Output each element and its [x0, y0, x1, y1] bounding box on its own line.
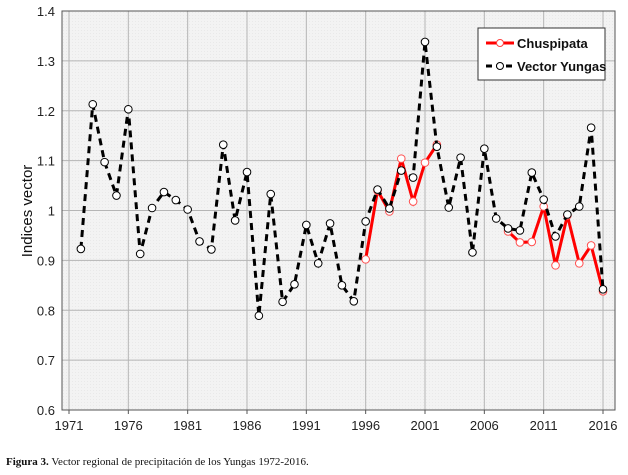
data-point-vector-yungas — [396, 166, 406, 175]
data-point-vector-yungas — [586, 123, 596, 133]
data-point-vector-yungas — [408, 173, 418, 182]
x-tick-label: 1996 — [351, 418, 380, 433]
y-tick-label: 1.1 — [37, 154, 55, 169]
data-point-vector-yungas — [468, 248, 477, 257]
legend-marker-vector-yungas — [496, 62, 504, 70]
data-point-vector-yungas — [207, 245, 216, 254]
data-point-vector-yungas — [349, 296, 359, 306]
data-point-vector-yungas — [266, 189, 276, 199]
data-point-chuspipata — [396, 154, 406, 163]
y-tick-label: 1.3 — [37, 54, 55, 69]
data-point-vector-yungas — [480, 144, 489, 153]
data-point-vector-yungas — [183, 205, 192, 214]
x-tick-label: 1981 — [173, 418, 202, 433]
data-point-vector-yungas — [373, 185, 382, 194]
data-point-vector-yungas — [230, 216, 240, 225]
x-tick-label: 1971 — [55, 418, 84, 433]
x-axis: 1971 1976 1981 1986 1991 1996 2001 2006 2011 2016 — [55, 410, 618, 433]
data-point-vector-yungas — [598, 285, 608, 294]
data-point-vector-yungas — [361, 217, 370, 226]
data-point-chuspipata — [408, 197, 418, 206]
data-point-vector-yungas — [539, 195, 548, 204]
data-point-vector-yungas — [254, 311, 264, 321]
y-tick-label: 0.8 — [37, 303, 55, 318]
data-point-vector-yungas — [551, 232, 560, 241]
data-point-chuspipata — [515, 238, 525, 247]
data-point-vector-yungas — [124, 104, 133, 114]
data-point-vector-yungas — [195, 237, 204, 246]
data-point-vector-yungas — [313, 259, 323, 268]
data-point-vector-yungas — [100, 157, 109, 167]
data-point-vector-yungas — [278, 297, 287, 307]
data-point-chuspipata — [361, 255, 370, 264]
legend-box — [477, 27, 606, 81]
y-tick-label: 0.7 — [37, 353, 55, 368]
x-tick-label: 2016 — [589, 418, 618, 433]
y-tick-label: 0.6 — [37, 403, 55, 418]
plot-border — [61, 10, 616, 411]
data-point-vector-yungas — [563, 210, 572, 219]
data-point-vector-yungas — [325, 219, 335, 228]
data-point-vector-yungas — [171, 195, 181, 205]
data-point-vector-yungas — [76, 244, 86, 254]
data-point-vector-yungas — [503, 224, 513, 233]
x-tick-label: 1991 — [292, 418, 321, 433]
data-point-vector-yungas — [302, 220, 311, 230]
data-point-vector-yungas — [159, 187, 169, 197]
legend-marker-chuspipata — [496, 39, 504, 47]
y-tick-label: 0.9 — [37, 253, 55, 268]
y-tick-label: 1.2 — [37, 104, 55, 119]
data-point-vector-yungas — [147, 203, 157, 213]
legend-label-vector-yungas: Vector Yungas — [517, 59, 606, 74]
y-tick-label: 1.4 — [37, 4, 55, 19]
y-axis-label: Indices vector — [19, 165, 36, 258]
figure-caption: Figura 3. Vector regional de precipitaci… — [6, 456, 309, 468]
x-tick-label: 2006 — [470, 418, 499, 433]
series-group — [76, 37, 608, 321]
data-point-vector-yungas — [420, 37, 430, 47]
data-point-vector-yungas — [337, 281, 347, 290]
data-point-vector-yungas — [218, 140, 228, 149]
data-point-chuspipata — [586, 241, 596, 250]
data-point-vector-yungas — [444, 203, 454, 212]
y-axis: 0.6 0.7 0.8 0.9 1 1.1 1.2 1.3 1.4 — [37, 4, 55, 418]
data-point-vector-yungas — [385, 204, 394, 213]
data-point-vector-yungas — [456, 153, 465, 162]
data-point-vector-yungas — [242, 167, 252, 177]
x-tick-label: 2001 — [411, 418, 440, 433]
data-point-vector-yungas — [527, 168, 537, 177]
legend: Chuspipata Vector Yungas — [477, 27, 606, 81]
data-point-vector-yungas — [432, 142, 442, 151]
data-point-vector-yungas — [88, 99, 98, 109]
data-point-chuspipata — [551, 261, 560, 270]
data-point-chuspipata — [527, 237, 537, 247]
data-point-vector-yungas — [491, 214, 501, 223]
data-point-chuspipata — [574, 259, 584, 268]
caption-text: Vector regional de precipitación de los … — [49, 456, 309, 468]
legend-label-chuspipata: Chuspipata — [517, 36, 589, 51]
data-point-vector-yungas — [574, 202, 584, 211]
data-point-vector-yungas — [112, 191, 121, 200]
y-tick-label: 1 — [48, 204, 55, 219]
data-point-chuspipata — [420, 158, 430, 167]
x-tick-label: 1976 — [114, 418, 143, 433]
data-point-vector-yungas — [135, 249, 145, 259]
x-tick-label: 1986 — [233, 418, 262, 433]
caption-label: Figura 3. — [6, 456, 49, 468]
data-point-vector-yungas — [515, 226, 525, 235]
data-point-vector-yungas — [290, 280, 299, 289]
x-tick-label: 2011 — [530, 418, 558, 433]
